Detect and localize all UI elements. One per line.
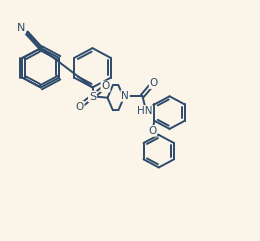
Text: O: O xyxy=(75,102,84,112)
Text: O: O xyxy=(101,81,109,92)
Text: N: N xyxy=(121,91,129,101)
Text: O: O xyxy=(148,126,157,136)
Text: O: O xyxy=(150,78,158,88)
Text: S: S xyxy=(89,92,96,101)
Text: HN: HN xyxy=(137,106,152,116)
Text: N: N xyxy=(17,23,25,33)
